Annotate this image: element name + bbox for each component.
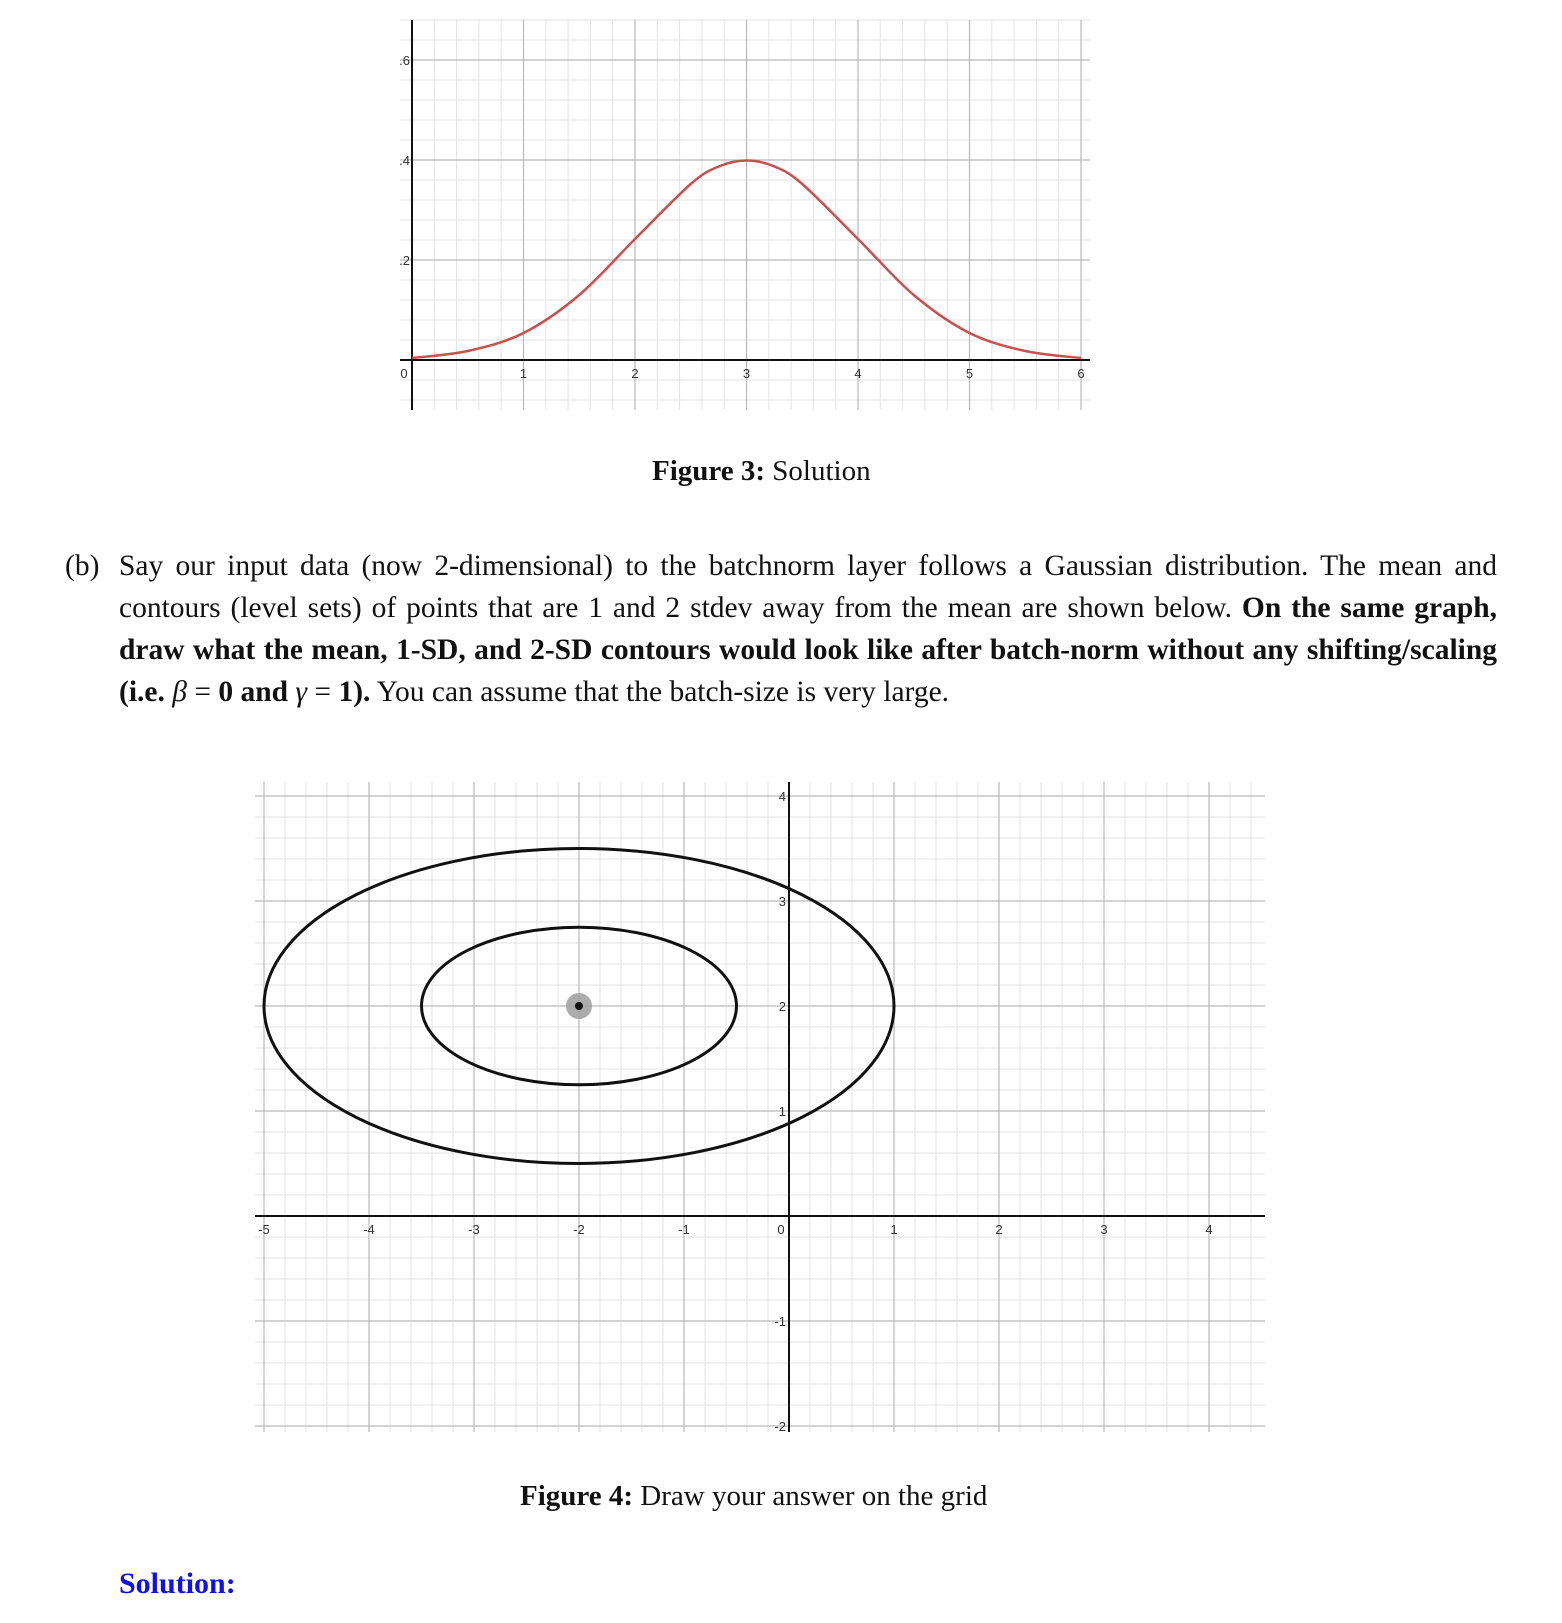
question-bold-2: 0 and (218, 676, 289, 708)
y-tick-label: 3 (779, 894, 786, 909)
x-tick-label: -2 (573, 1222, 585, 1237)
question-bold-3: 1). (338, 676, 371, 708)
gamma-symbol: γ (295, 676, 308, 708)
x-tick-label: 6 (1077, 366, 1084, 381)
y-tick-label: -1 (774, 1314, 786, 1329)
question-label: (b) (65, 550, 100, 582)
x-tick-label: -3 (468, 1222, 480, 1237)
solution-label: Solution: (119, 1567, 236, 1600)
x-tick-label: 1 (890, 1222, 897, 1237)
y-tick-label: 1 (779, 1104, 786, 1119)
beta-symbol: β (172, 676, 187, 708)
x-tick-label: -4 (363, 1222, 375, 1237)
y-tick-label: 0.6 (400, 53, 410, 68)
contour-2sd (262, 847, 896, 1165)
question-bold-1: On the same graph, draw what the mean, 1… (119, 592, 1498, 708)
figure-4-contour-grid[interactable]: -5 -4 -3 -2 -1 0 1 2 3 4 -2 -1 1 2 3 4 (255, 782, 1285, 1452)
figure-4-caption-text: Draw your answer on the grid (640, 1480, 988, 1512)
x-tick-label: -1 (678, 1222, 690, 1237)
question-body: Say our input data (now 2-dimensional) t… (119, 545, 1497, 713)
figure-3-caption: Figure 3: Solution (652, 455, 871, 488)
x-tick-label: 5 (966, 366, 973, 381)
contour-1sd (420, 925, 738, 1087)
y-tick-label: 2 (779, 999, 786, 1014)
question-sentence-1: Say our input data (now 2-dimensional) t… (119, 550, 1497, 624)
question-sentence-2: You can assume that the batch-size is ve… (376, 676, 950, 708)
figure-4-caption: Figure 4: Draw your answer on the grid (520, 1480, 987, 1513)
y-tick-label: 0.2 (400, 253, 410, 268)
y-tick-label: -2 (774, 1419, 786, 1434)
x-tick-label: 0 (400, 366, 407, 381)
equals-1: = (194, 676, 211, 708)
x-tick-label: 2 (631, 366, 638, 381)
gaussian-curve (411, 159, 1082, 360)
x-tick-label: 4 (854, 366, 861, 381)
x-tick-label: 0 (777, 1222, 784, 1237)
x-tick-label: -5 (258, 1222, 270, 1237)
x-tick-label: 4 (1205, 1222, 1212, 1237)
x-tick-label: 1 (520, 366, 527, 381)
figure-3-gaussian-chart: 0 1 2 3 4 5 6 0.2 0.4 0.6 (400, 19, 1090, 410)
y-tick-label: 0.4 (400, 153, 410, 168)
x-tick-label: 3 (743, 366, 750, 381)
figure-3-caption-text: Solution (772, 455, 871, 487)
question-b: (b) Say our input data (now 2-dimensiona… (65, 545, 1497, 713)
figure-4-caption-label: Figure 4: (520, 1480, 634, 1512)
figure-3-caption-label: Figure 3: (652, 455, 766, 487)
mean-point (575, 1002, 583, 1010)
x-tick-label: 2 (995, 1222, 1002, 1237)
equals-2: = (314, 676, 332, 708)
y-tick-label: 4 (779, 789, 786, 804)
x-tick-label: 3 (1100, 1222, 1107, 1237)
